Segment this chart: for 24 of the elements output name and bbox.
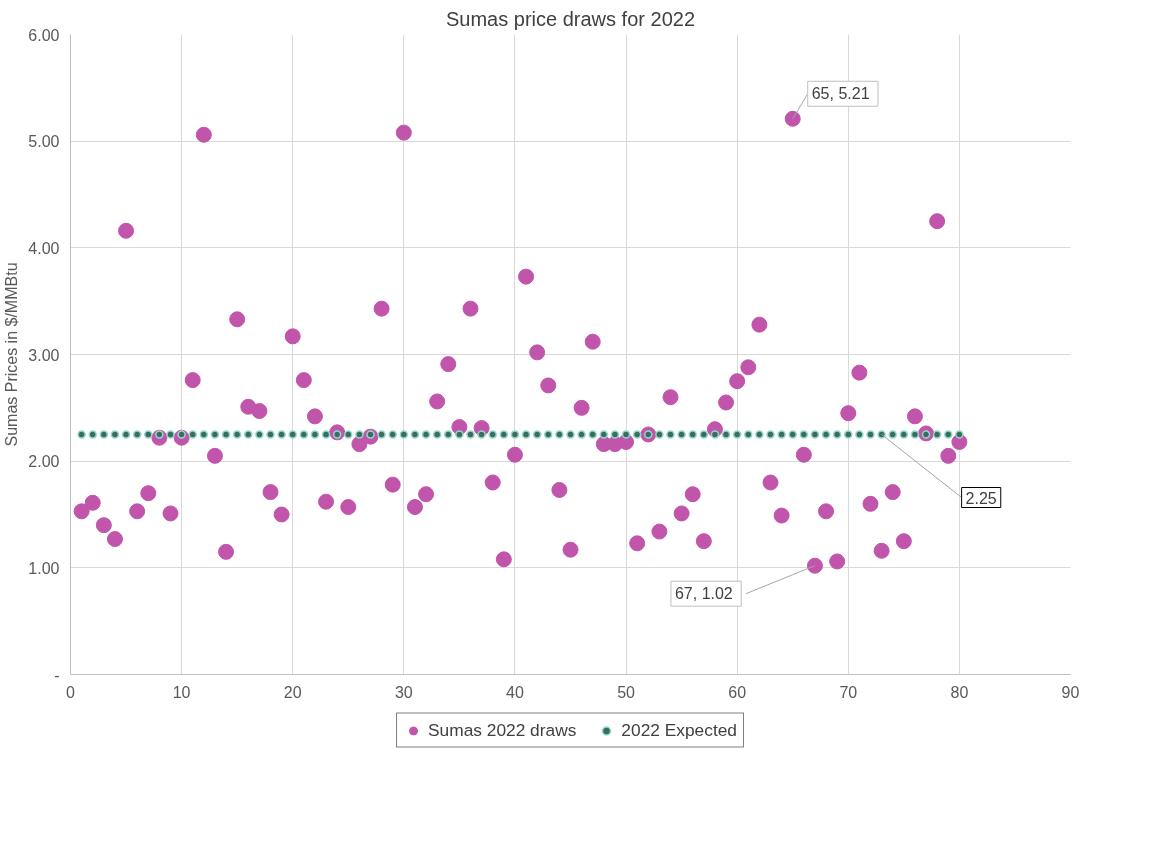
x-tick-label: 10 [172,683,191,701]
x-tick-label: 90 [1061,683,1080,701]
x-tick-label: 80 [950,683,969,701]
chart-title: Sumas price draws for 2022 [446,7,696,30]
annotation: 67, 1.02 [674,585,733,603]
y-tick-label: - [54,666,60,684]
y-tick-label: 1.00 [28,559,60,577]
x-tick-label: 50 [617,683,636,701]
x-tick-label: 70 [839,683,858,701]
y-tick-label: 6.00 [28,26,60,44]
y-tick-label: 3.00 [28,346,60,364]
legend-label: 2022 Expected [621,719,737,741]
y-tick-label: 4.00 [28,239,60,257]
annotation: 65, 5.21 [811,85,870,103]
legend-label: Sumas 2022 draws [428,719,577,741]
x-tick-label: 40 [506,683,524,701]
x-tick-label: 30 [394,683,413,701]
x-tick-label: 20 [283,683,302,701]
annotation: 2.25 [965,489,997,507]
y-tick-label: 5.00 [28,133,60,151]
x-tick-label: 60 [728,683,747,701]
x-tick-label: 0 [66,683,76,701]
y-tick-label: 2.00 [28,453,60,471]
y-axis-title: Sumas Prices in $/MMBtu [3,262,21,447]
